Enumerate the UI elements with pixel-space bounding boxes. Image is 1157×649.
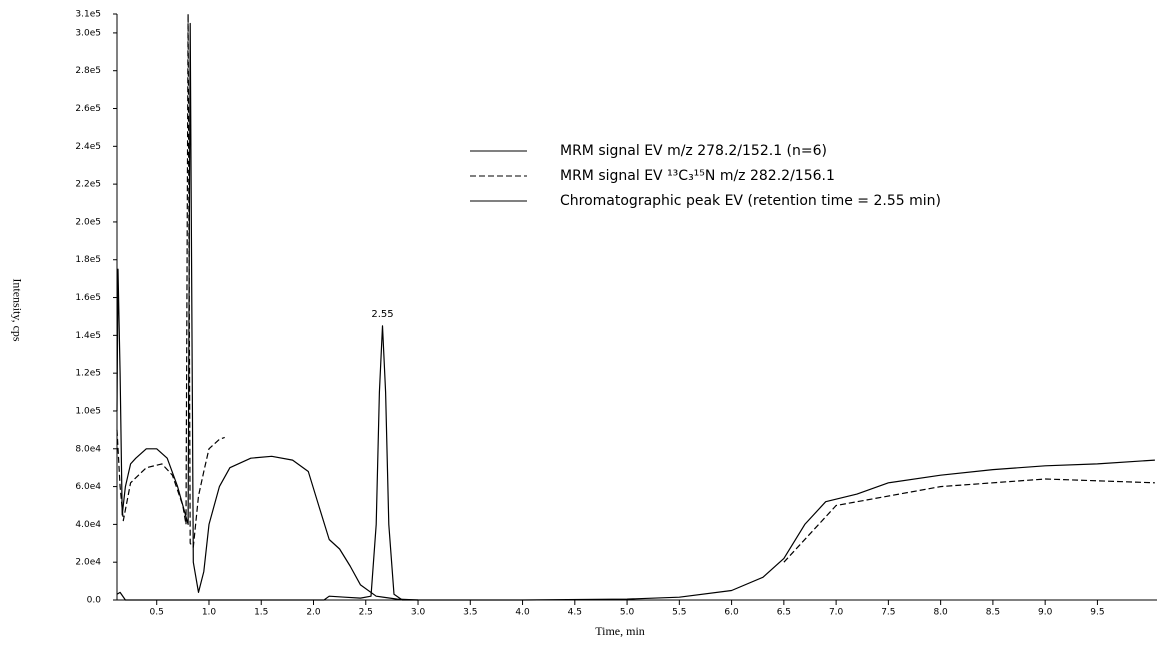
x-tick-label: 6.0 xyxy=(724,608,739,618)
y-tick-label: 3.1e5 xyxy=(75,10,101,20)
y-tick-label: 3.0e5 xyxy=(75,28,101,38)
x-tick-label: 5.0 xyxy=(620,608,635,618)
x-tick-label: 8.0 xyxy=(933,608,948,618)
x-tick-label: 5.5 xyxy=(672,608,686,618)
y-tick-label: 1.0e5 xyxy=(75,406,101,416)
series-line xyxy=(116,22,1155,601)
series-line xyxy=(116,13,1155,563)
x-tick-label: 0.5 xyxy=(150,608,164,618)
y-axis-label: Intensity, cps xyxy=(10,278,24,342)
series-line xyxy=(116,325,418,601)
x-tick-label: 3.0 xyxy=(411,608,426,618)
y-tick-label: 8.0e4 xyxy=(75,444,101,454)
x-tick-label: 6.5 xyxy=(777,608,791,618)
y-tick-label: 1.4e5 xyxy=(75,331,101,341)
y-tick-label: 1.8e5 xyxy=(75,255,101,265)
y-tick-label: 2.0e5 xyxy=(75,217,101,227)
x-tick-label: 3.5 xyxy=(463,608,477,618)
legend-label: MRM signal EV ¹³C₃¹⁵N m/z 282.2/156.1 xyxy=(560,168,835,184)
x-tick-label: 7.0 xyxy=(829,608,844,618)
x-tick-label: 1.5 xyxy=(254,608,268,618)
x-tick-label: 2.5 xyxy=(359,608,373,618)
x-tick-label: 4.5 xyxy=(568,608,582,618)
y-tick-label: 0.0 xyxy=(87,596,102,606)
y-tick-label: 1.6e5 xyxy=(75,293,101,303)
y-tick-label: 2.2e5 xyxy=(75,180,101,190)
legend-label: MRM signal EV m/z 278.2/152.1 (n=6) xyxy=(560,143,827,159)
x-tick-label: 9.5 xyxy=(1090,608,1104,618)
x-tick-label: 1.0 xyxy=(202,608,217,618)
x-tick-label: 4.0 xyxy=(515,608,530,618)
y-tick-label: 2.6e5 xyxy=(75,104,101,114)
y-tick-label: 4.0e4 xyxy=(75,520,101,530)
legend-label: Chromatographic peak EV (retention time … xyxy=(560,193,941,209)
x-tick-label: 2.0 xyxy=(306,608,321,618)
peak-annotation: 2.55 xyxy=(371,309,393,320)
x-tick-label: 7.5 xyxy=(881,608,895,618)
y-tick-label: 1.2e5 xyxy=(75,369,101,379)
y-tick-label: 2.8e5 xyxy=(75,66,101,76)
y-tick-label: 6.0e4 xyxy=(75,482,101,492)
x-tick-label: 8.5 xyxy=(986,608,1000,618)
y-tick-label: 2.4e5 xyxy=(75,142,101,152)
x-tick-label: 9.0 xyxy=(1038,608,1053,618)
x-axis-label: Time, min xyxy=(595,624,645,638)
y-tick-label: 2.0e4 xyxy=(75,558,101,568)
